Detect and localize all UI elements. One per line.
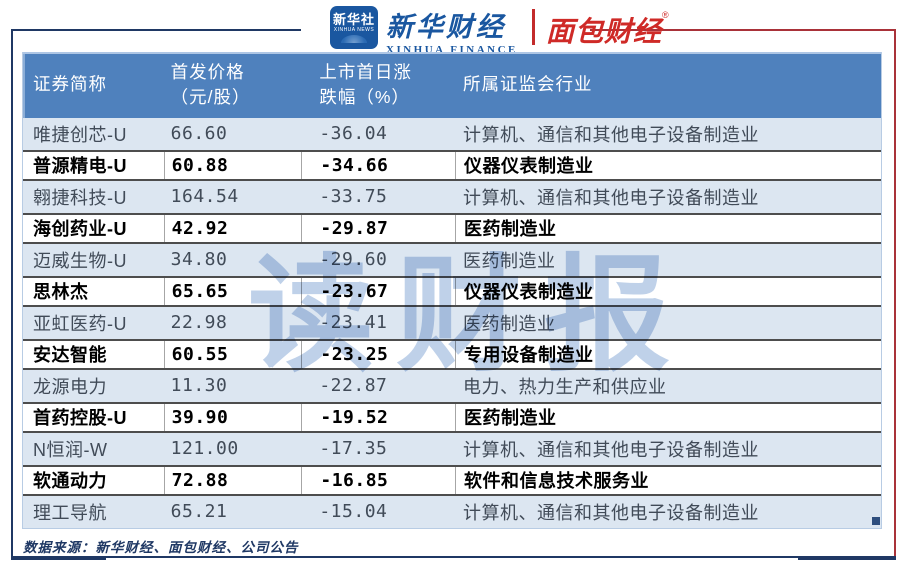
data-source-note: 数据来源：新华财经、面包财经、公司公告 [23,540,299,555]
first-day-change-cell: -29.60 [319,249,388,271]
ipo-price-cell: 65.65 [163,277,302,305]
table-body: 唯捷创芯-U 66.60 -36.04 计算机、通信和其他电子设备制造业 普源精电-U 6… [23,118,881,528]
table-row: 普源精电-U 60.88 -34.66 仪器仪表制造业 [23,149,881,181]
stock-name-cell: 首药控股-U [33,408,127,429]
stock-name-cell: 翱捷科技-U [33,187,127,208]
industry-cell: 计算机、通信和其他电子设备制造业 [463,502,760,523]
first-day-change-cell: -23.41 [319,312,388,334]
header-csrc-industry: 所属证监会行业 [463,74,593,95]
stock-name-cell: 理工导航 [33,502,107,523]
ipo-price-cell: 66.60 [170,123,228,145]
first-day-change-cell: -15.04 [319,501,388,523]
first-day-change-cell: -16.85 [301,466,455,494]
stock-name-cell: 迈威生物-U [33,250,127,271]
stock-name-cell: 思林杰 [33,282,89,303]
header-first-day-change: 上市首日涨 跌幅（%） [319,61,412,107]
stock-name-cell: N恒润-W [33,439,108,460]
frame-bottom-accent-right [798,556,896,560]
industry-cell: 计算机、通信和其他电子设备制造业 [463,124,760,145]
industry-cell: 计算机、通信和其他电子设备制造业 [463,187,760,208]
table-row: 唯捷创芯-U 66.60 -36.04 计算机、通信和其他电子设备制造业 [23,118,881,150]
first-day-change-cell: -34.66 [301,151,455,179]
stock-name-cell: 亚虹医药-U [33,313,127,334]
table-row: 理工导航 65.21 -15.04 计算机、通信和其他电子设备制造业 [23,496,881,528]
table-row: 海创药业-U 42.92 -29.87 医药制造业 [23,212,881,244]
ipo-price-cell: 22.98 [170,312,228,334]
header-ipo-price: 首发价格 （元/股） [170,61,251,107]
industry-cell: 电力、热力生产和供应业 [463,376,667,397]
first-day-change-cell: -23.67 [301,277,455,305]
brand-bar: 新华社 XINHUA NEWS 新华财经 XINHUA FINANCE 面包财经… [0,0,906,56]
industry-cell: 医药制造业 [455,403,881,431]
industry-cell: 计算机、通信和其他电子设备制造业 [463,439,760,460]
stock-name-cell: 海创药业-U [33,219,127,240]
industry-cell: 专用设备制造业 [455,340,881,368]
globe-icon [341,34,367,43]
stock-name-cell: 唯捷创芯-U [33,124,127,145]
xinhua-finance-cn: 新华财经 [386,12,506,42]
ipo-price-cell: 34.80 [170,249,228,271]
frame-bottom-accent-left [11,556,106,560]
table-row: 首药控股-U 39.90 -19.52 医药制造业 [23,401,881,433]
first-day-change-cell: -29.87 [301,214,455,242]
ipo-price-cell: 60.88 [163,151,302,179]
ipo-price-cell: 164.54 [170,186,239,208]
xinhua-finance-wordmark: 新华财经 XINHUA FINANCE [386,5,518,56]
ipo-price-cell: 42.92 [163,214,302,242]
first-day-change-cell: -36.04 [319,123,388,145]
industry-cell: 仪器仪表制造业 [455,151,881,179]
industry-cell: 医药制造业 [463,250,556,271]
table-header-row: 证券简称 首发价格 （元/股） 上市首日涨 跌幅（%） 所属证监会行业 [23,52,881,118]
selection-handle [872,517,880,525]
frame-bottom-line [11,556,896,558]
table-row: 安达智能 60.55 -23.25 专用设备制造业 [23,338,881,370]
table-row: 翱捷科技-U 164.54 -33.75 计算机、通信和其他电子设备制造业 [23,181,881,213]
stock-name-cell: 软通动力 [33,471,107,492]
table-row: 龙源电力 11.30 -22.87 电力、热力生产和供应业 [23,370,881,402]
ipo-price-cell: 39.90 [163,403,302,431]
stock-name-cell: 安达智能 [33,345,107,366]
industry-cell: 软件和信息技术服务业 [455,466,881,494]
first-day-change-cell: -23.25 [301,340,455,368]
table-row: 思林杰 65.65 -23.67 仪器仪表制造业 [23,275,881,307]
frame-top-left-line [11,29,301,31]
first-day-change-cell: -33.75 [319,186,388,208]
stock-name-cell: 龙源电力 [33,376,107,397]
brand-divider [532,9,535,45]
ipo-price-cell: 121.00 [170,438,239,460]
ipo-price-cell: 11.30 [170,375,228,397]
table-row: N恒润-W 121.00 -17.35 计算机、通信和其他电子设备制造业 [23,433,881,465]
industry-cell: 医药制造业 [455,214,881,242]
first-day-change-cell: -19.52 [301,403,455,431]
ipo-price-cell: 72.88 [163,466,302,494]
table-row: 迈威生物-U 34.80 -29.60 医药制造业 [23,244,881,276]
table-row: 亚虹医药-U 22.98 -23.41 医药制造业 [23,307,881,339]
header-stock-name: 证券简称 [33,74,107,95]
industry-cell: 医药制造业 [463,313,556,334]
first-day-change-cell: -17.35 [319,438,388,460]
stock-name-cell: 普源精电-U [33,156,127,177]
xinhua-logo-text: 新华社 [332,11,375,27]
ipo-price-cell: 65.21 [170,501,228,523]
registered-mark: ® [662,10,669,20]
frame-left-line [11,29,13,558]
mianbao-finance-cn: 面包财经 [546,16,663,47]
mianbao-finance-wordmark: 面包财经® [546,10,669,50]
first-day-change-cell: -22.87 [319,375,388,397]
table-row: 软通动力 72.88 -16.85 软件和信息技术服务业 [23,464,881,496]
ipo-table: 证券简称 首发价格 （元/股） 上市首日涨 跌幅（%） 所属证监会行业 唯捷创芯… [22,52,882,529]
frame-top-right-line [590,29,896,31]
xinhua-logo-subtext: XINHUA NEWS [333,26,375,33]
xinhua-news-logo-icon: 新华社 XINHUA NEWS [330,6,378,49]
ipo-price-cell: 60.55 [163,340,302,368]
frame-right-line [894,29,896,560]
industry-cell: 仪器仪表制造业 [455,277,881,305]
